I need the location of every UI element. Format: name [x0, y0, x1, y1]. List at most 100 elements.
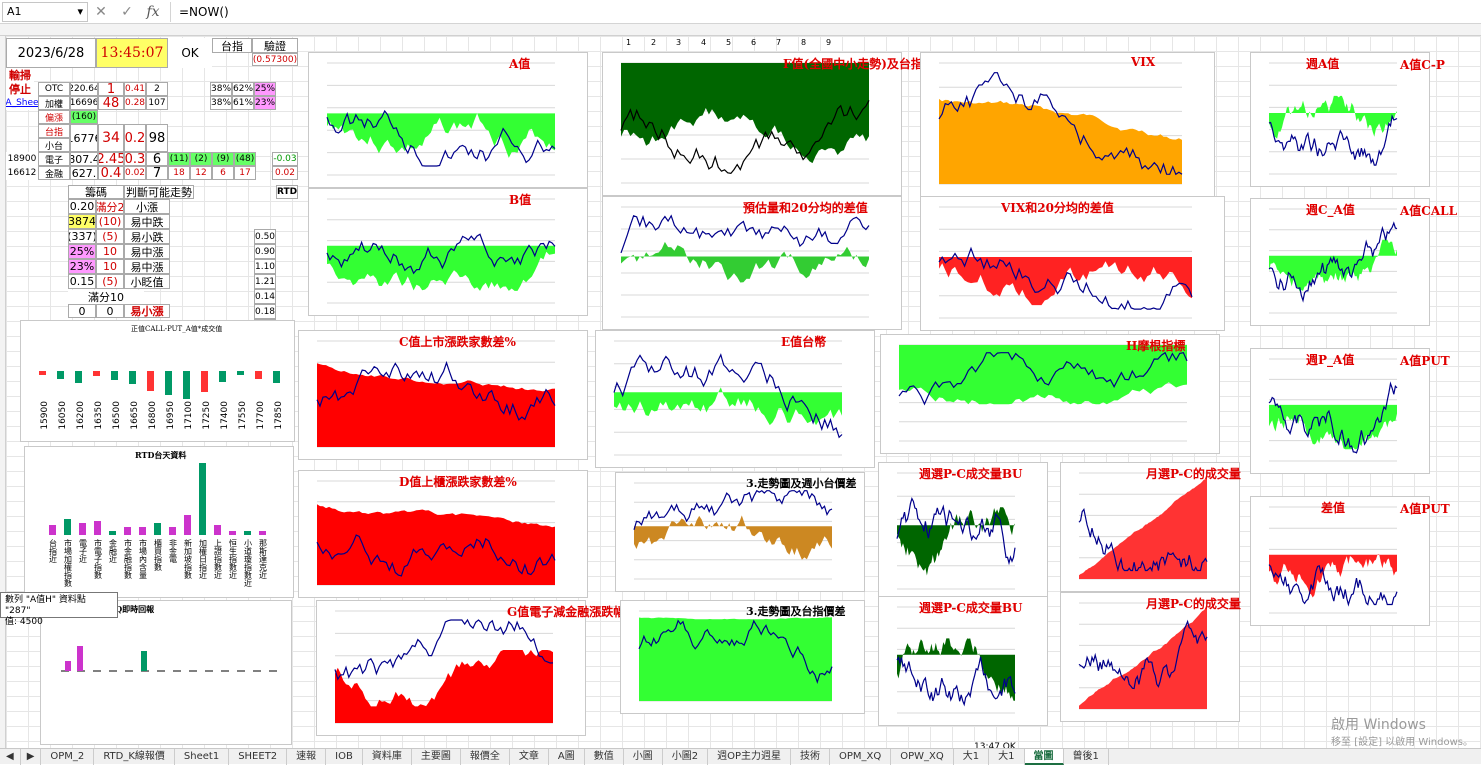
chart-panel[interactable]: 月選P-C的成交量 [1060, 592, 1241, 722]
chart-panel[interactable]: 差值 [1250, 496, 1430, 626]
sheet-tab[interactable]: 小圖2 [663, 748, 709, 765]
chart-panel[interactable]: C值上市漲跌家數差% [298, 330, 588, 460]
top-number: 4 [700, 38, 707, 47]
rtd-label: 恒生指數近 [229, 538, 238, 580]
chart-panel[interactable]: 3.走勢圖及週小台價差 [615, 472, 865, 592]
line-series [316, 360, 556, 421]
sheet-tab-bar: ◀ ▶ OPM_2 RTD_K線報價 Sheet1 SHEET2 速報 IOB 資料庫 主要圖… [0, 748, 1481, 765]
final-a: 0 [68, 304, 96, 318]
chart-title: A值PUT [1400, 502, 1450, 516]
rtd-label: 市場內含量 [139, 538, 148, 579]
sheet-tab[interactable]: 大1 [989, 748, 1025, 765]
final-trend: 易小漲 [124, 304, 170, 318]
sheet-tab[interactable]: 當圖 [1024, 748, 1064, 765]
chart-svg [896, 606, 1016, 714]
chart-title: 月選P-C的成交量 [1146, 467, 1241, 481]
sheet-tab[interactable]: 主要圖 [412, 748, 461, 765]
watermark-line-1: 啟用 Windows [1331, 717, 1426, 733]
chart-panel[interactable]: 週選P-C成交量BU [878, 462, 1048, 602]
verify-header: 驗證 [252, 38, 298, 53]
date-cell[interactable]: 2023/6/28 [6, 38, 96, 68]
sheet-tab[interactable]: 文章 [510, 748, 549, 765]
chart-panel[interactable]: 週A值 [1250, 52, 1430, 187]
chart-panel[interactable]: A值 [308, 52, 588, 188]
xq-bar [65, 661, 71, 671]
line-series [326, 233, 556, 275]
fin-b: 0.02 [124, 166, 146, 180]
sheet-tab[interactable]: 數值 [585, 748, 624, 765]
formula-input[interactable]: =NOW() [170, 1, 1481, 22]
strike-bar [165, 371, 172, 395]
sheet-tab[interactable]: A圖 [549, 748, 585, 765]
otc-b: 0.41 [124, 82, 146, 96]
cancel-icon[interactable]: ✕ [95, 3, 107, 20]
sheet-tab[interactable]: OPM_2 [41, 748, 95, 765]
sheet-tab[interactable]: RTD_K線報價 [94, 748, 175, 765]
sheet-tab[interactable]: OPM_XQ [830, 748, 892, 765]
ok-cell[interactable]: OK [168, 38, 212, 68]
rtd-bar [214, 525, 221, 535]
top-number: 3 [675, 38, 682, 47]
chart-panel[interactable]: VIX和20分均的差值 [920, 196, 1225, 331]
sheet-tab[interactable]: 小圖 [624, 748, 663, 765]
sheet-tab[interactable]: 速報 [287, 748, 327, 765]
xq-panel[interactable]: XQ即時回報 [40, 600, 292, 745]
chart-panel[interactable]: 月選P-C的成交量 [1060, 462, 1241, 592]
sheet-tab[interactable]: 資料庫 [363, 748, 412, 765]
area-series [939, 256, 1192, 306]
sheet-tab[interactable]: OPW_XQ [891, 748, 954, 765]
chart-title: A值 [509, 57, 531, 71]
chart-panel[interactable]: 週P_A值 [1250, 348, 1430, 474]
sheet-tab[interactable]: 曾後1 [1064, 748, 1109, 765]
sheet-tab[interactable]: IOB [326, 748, 363, 765]
elec-code: 18900 [6, 152, 38, 166]
chart-panel[interactable]: H摩根指標 [880, 334, 1220, 454]
time-cell[interactable]: 13:45:07 [96, 38, 168, 68]
chart-svg [938, 62, 1183, 185]
fin-name: 金融 [38, 166, 70, 180]
sheet-tab[interactable]: Sheet1 [175, 748, 230, 765]
strategy-cell: 0.20 [68, 199, 96, 214]
chart-title: 月選P-C的成交量 [1146, 597, 1241, 611]
tab-scroll-right-icon[interactable]: ▶ [21, 748, 42, 765]
strike-bar [147, 371, 154, 391]
rtd-label: 那斯達克近 [259, 539, 268, 580]
area-series [621, 241, 869, 283]
tab-scroll-left-icon[interactable]: ◀ [0, 748, 21, 765]
rtd-bar [64, 519, 71, 535]
sheet-tab[interactable]: SHEET2 [229, 748, 288, 765]
bull-label: 偏漲 [38, 110, 70, 124]
chart-svg [938, 206, 1193, 319]
sheet-tab[interactable]: 週OP主力週星 [708, 748, 791, 765]
final-b: 0 [96, 304, 124, 318]
chart-panel[interactable]: G值電子減金融漲跌幅 [316, 600, 625, 736]
verify-value: (0.57300) [252, 53, 298, 66]
strategy-cell: 易中漲 [124, 244, 170, 259]
otc-price: 220.64 [70, 82, 98, 96]
chart-title: 預估量和20分均的差值 [743, 201, 868, 215]
chart-panel[interactable]: F值(全國中小走勢)及台指走勢 [602, 52, 947, 196]
rtd-panel[interactable]: RTD台天資料 台指近 市場加權指數 電子近 市電子指數 金融近 市金融指數 市場內含量 櫃買… [24, 446, 294, 598]
chart-panel[interactable]: E值台幣 [595, 330, 875, 468]
chart-panel[interactable]: 週C_A值 [1250, 198, 1430, 326]
check-icon[interactable]: ✓ [121, 3, 133, 20]
chart-svg [633, 482, 833, 580]
chart-panel[interactable]: 預估量和20分均的差值 [602, 196, 902, 330]
sheet-tab[interactable]: 大1 [954, 748, 990, 765]
strike-bar [237, 371, 244, 375]
sheet-tab[interactable]: 報價全 [461, 748, 510, 765]
strategy-cell: (10) [96, 214, 124, 229]
ashee-link[interactable]: A_Shee [6, 96, 38, 110]
chart-panel[interactable]: 週選P-C成交量BU [878, 596, 1048, 726]
rtd-bar [259, 531, 266, 535]
chart-panel[interactable]: D值上櫃漲跌家數差% [298, 470, 588, 598]
sheet-tab[interactable]: 技術 [791, 748, 830, 765]
chart-panel[interactable]: B值 [308, 188, 588, 316]
name-box[interactable]: A1 ▾ [2, 1, 88, 22]
call-put-panel[interactable]: 正值CALL-PUT_A值*成交值 15900 16050 16200 16350 16… [20, 320, 295, 442]
strategy-cell: (337) [68, 229, 96, 244]
chart-panel[interactable]: VIX [920, 52, 1215, 197]
strike-label: 17850 [274, 401, 284, 430]
chart-panel[interactable]: 3.走勢圖及台指價差 [620, 600, 865, 714]
fx-icon[interactable]: fx [146, 3, 160, 20]
